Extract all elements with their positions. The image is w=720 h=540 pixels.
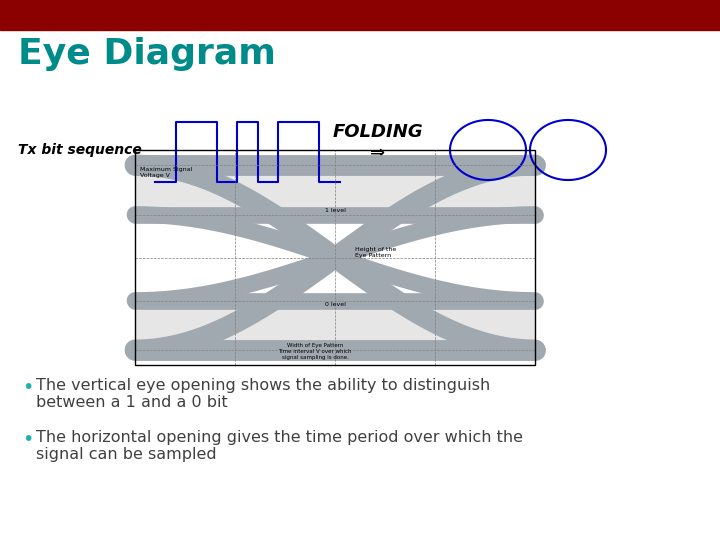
Text: Tx bit sequence: Tx bit sequence [18,143,142,157]
Text: •: • [22,430,33,449]
Bar [0,0,720,30]
Text: •: • [22,378,33,397]
Text: Height of the
Eye Pattern: Height of the Eye Pattern [355,247,396,258]
Bar [135,165,535,214]
Text: Eye Diagram: Eye Diagram [18,37,276,71]
Text: The horizontal opening gives the time period over which the
signal can be sample: The horizontal opening gives the time pe… [36,430,523,462]
Text: 1 level: 1 level [325,207,346,213]
Text: 0 level: 0 level [325,302,346,307]
Text: The vertical eye opening shows the ability to distinguish
between a 1 and a 0 bi: The vertical eye opening shows the abili… [36,378,490,410]
Bar [135,150,535,365]
Text: Maximum Signal
Voltage V: Maximum Signal Voltage V [140,167,192,178]
Text: Width of Eye Pattern
Time interval V over which
signal sampling is done.: Width of Eye Pattern Time interval V ove… [278,343,352,360]
Text: FOLDING
⇒: FOLDING ⇒ [333,123,423,161]
Bar [135,300,535,350]
Bar [135,150,535,365]
